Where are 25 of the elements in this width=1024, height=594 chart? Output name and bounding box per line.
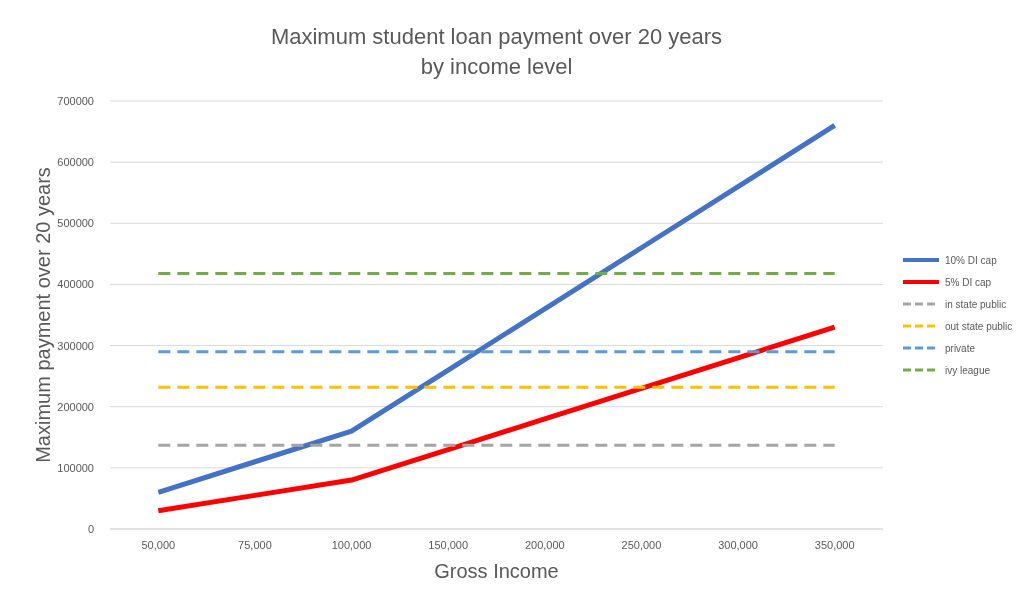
x-tick-label: 300,000 (718, 539, 758, 551)
x-tick-label: 250,000 (621, 539, 662, 551)
x-axis-title: Gross Income (434, 560, 559, 582)
x-tick-label: 100,000 (331, 539, 372, 551)
y-tick-label: 400000 (57, 278, 94, 291)
x-tick-label: 150,000 (428, 539, 469, 551)
y-tick-label: 300000 (57, 339, 94, 352)
x-tick-label: 75,000 (238, 539, 272, 551)
legend-label: 5% DI cap (945, 277, 992, 288)
legend-label: out state public (945, 321, 1013, 332)
y-tick-label: 100000 (57, 461, 94, 474)
legend-label: 10% DI cap (945, 255, 998, 266)
y-tick-label: 200000 (57, 400, 94, 413)
y-axis-title: Maximum payment over 20 years (32, 167, 54, 463)
y-tick-label: 700000 (57, 95, 94, 107)
x-tick-label: 200,000 (524, 539, 565, 551)
chart-title: Maximum student loan payment over 20 years by income level (270, 24, 723, 79)
y-tick-label: 600000 (57, 156, 94, 169)
y-tick-label: 500000 (57, 217, 94, 230)
legend-label: ivy league (945, 365, 991, 376)
legend-label: private (945, 343, 976, 354)
legend-label: in state public (945, 299, 1007, 310)
x-tick-label: 50,000 (141, 539, 176, 551)
x-tick-label: 350,000 (814, 539, 855, 551)
y-tick-label: 0 (87, 523, 94, 535)
